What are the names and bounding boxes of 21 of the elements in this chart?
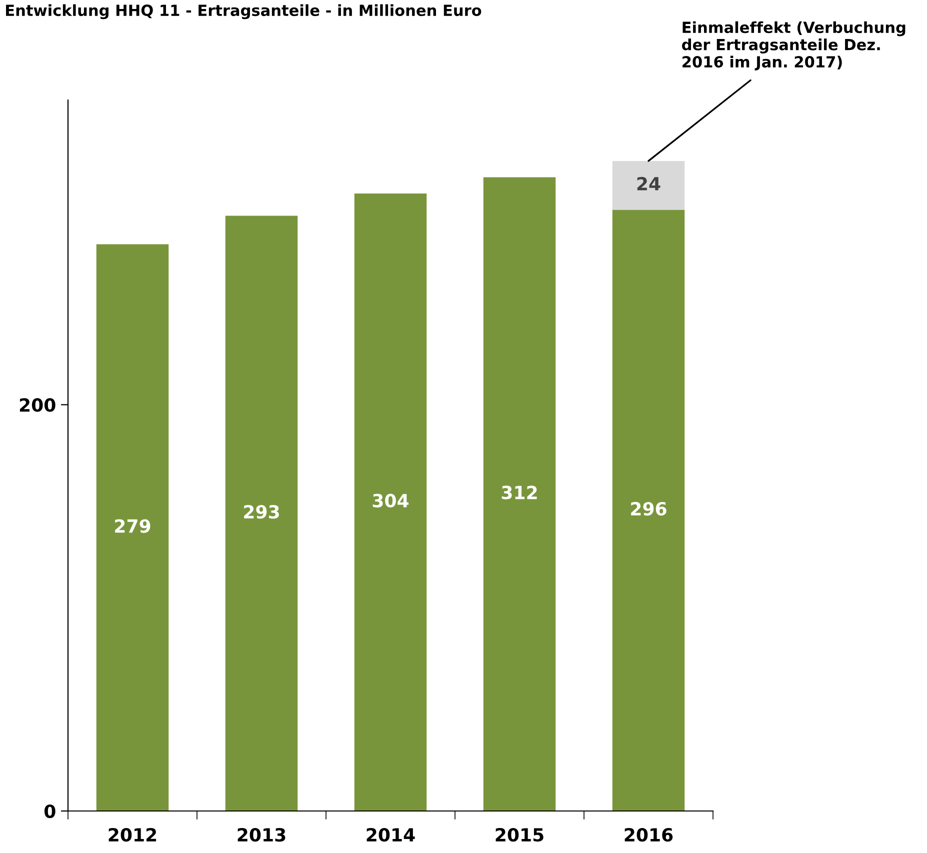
- bar: [354, 193, 427, 811]
- data-label: 304: [372, 494, 409, 508]
- bar: [225, 216, 298, 811]
- bar: [483, 177, 556, 811]
- data-label: 293: [244, 504, 279, 519]
- x-tick-label: 2012: [108, 828, 156, 842]
- x-tick-label: 2014: [366, 828, 415, 842]
- y-tick-label: 0: [44, 804, 56, 818]
- bar: [612, 160, 685, 210]
- bar: [96, 244, 169, 811]
- data-label: 296: [631, 502, 666, 516]
- data-label: 279: [115, 519, 150, 533]
- chart-title: Entwicklung HHQ 11 - Ertragsanteile - in Millionen Euro: [6, 4, 482, 20]
- annotation: Einmaleffekt (Verbuchung der Ertragsanteile Dez. 2016 im Jan. 2017): [682, 21, 906, 70]
- bar: [612, 210, 685, 811]
- x-tick-label: 2013: [238, 828, 286, 842]
- data-label: 24: [637, 176, 660, 190]
- data-label: 312: [502, 486, 537, 500]
- x-tick-label: 2016: [624, 828, 673, 842]
- x-tick-label: 2015: [496, 828, 544, 842]
- y-tick-label: 200: [20, 398, 56, 412]
